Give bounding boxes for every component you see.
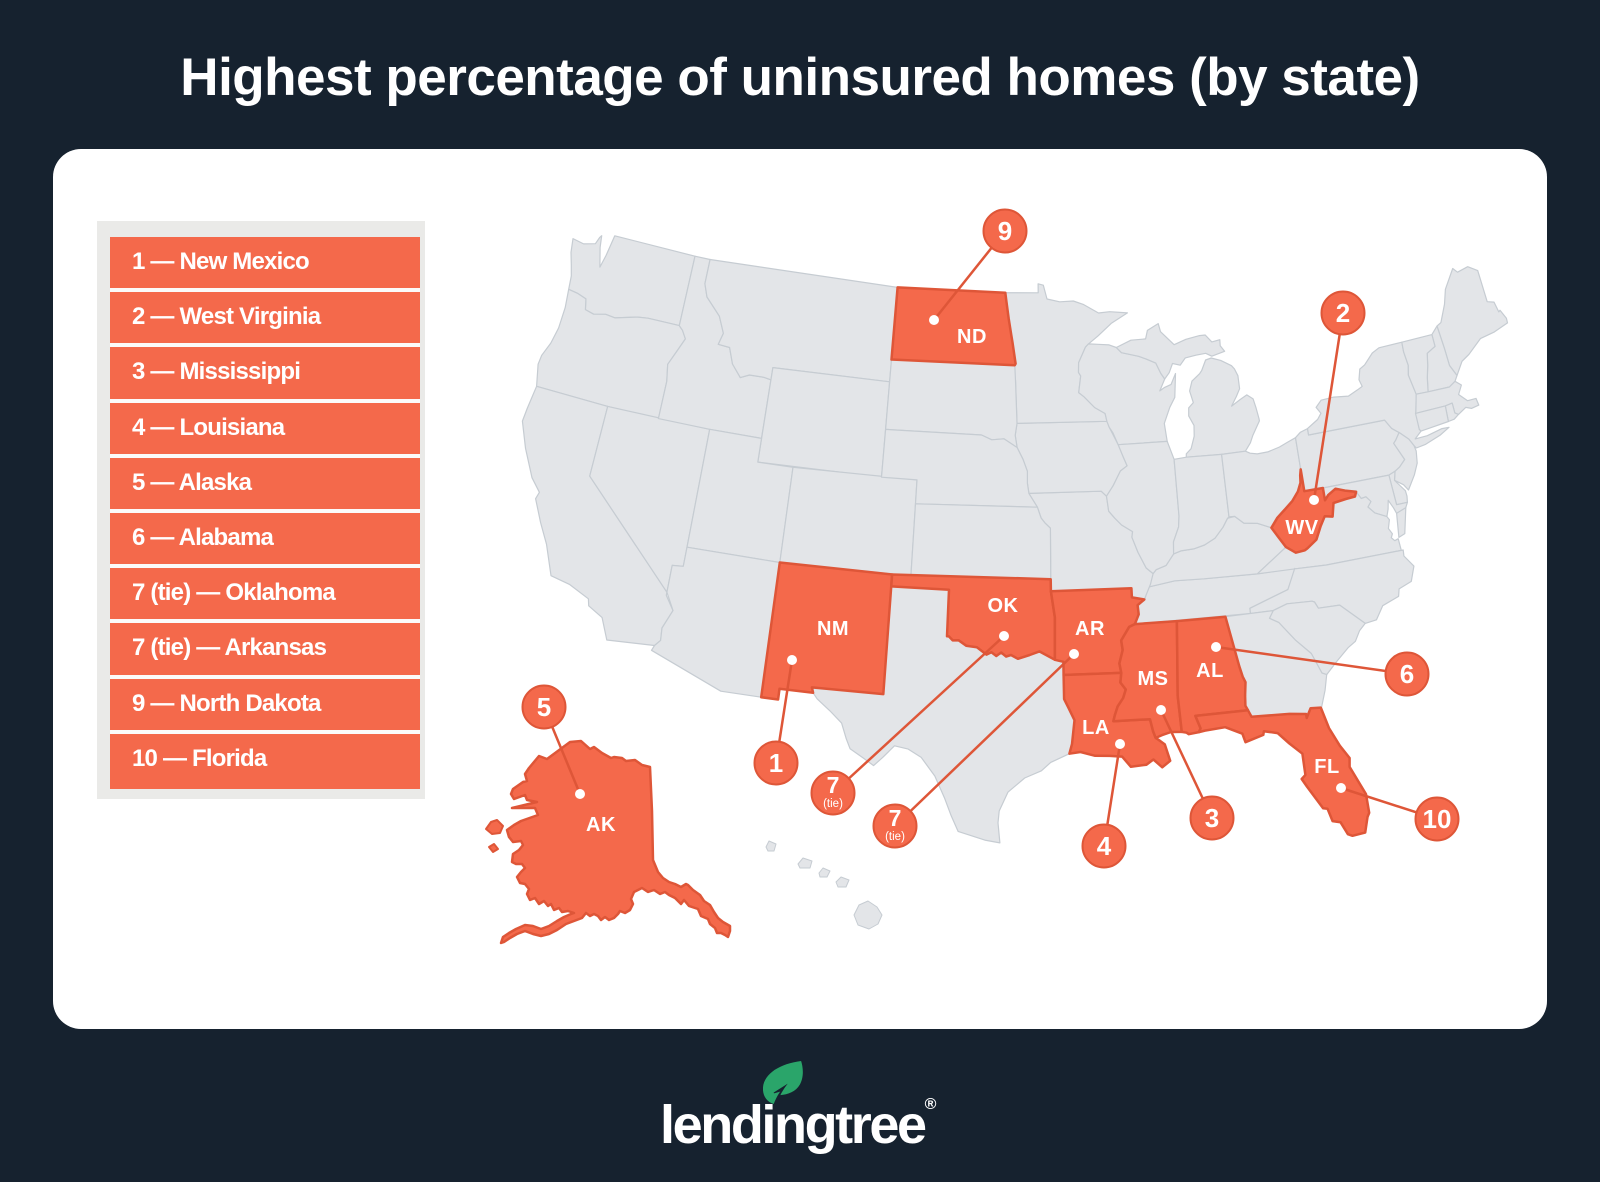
svg-text:OK: OK xyxy=(988,595,1019,617)
svg-text:AL: AL xyxy=(1196,660,1224,682)
svg-text:(tie): (tie) xyxy=(823,798,843,810)
svg-text:2: 2 xyxy=(1336,298,1350,328)
svg-text:1: 1 xyxy=(769,748,783,778)
svg-text:FL: FL xyxy=(1314,756,1339,778)
svg-text:3: 3 xyxy=(1205,803,1219,833)
svg-text:7: 7 xyxy=(889,805,902,831)
svg-text:MS: MS xyxy=(1138,668,1169,690)
svg-text:ND: ND xyxy=(957,326,987,348)
svg-text:7: 7 xyxy=(827,772,840,798)
svg-text:(tie): (tie) xyxy=(885,831,905,843)
svg-text:10: 10 xyxy=(1423,804,1452,834)
svg-text:4: 4 xyxy=(1097,831,1112,861)
svg-text:5: 5 xyxy=(537,692,551,722)
svg-text:AR: AR xyxy=(1075,618,1105,640)
svg-text:NM: NM xyxy=(817,618,849,640)
svg-text:WV: WV xyxy=(1285,517,1318,539)
svg-text:LA: LA xyxy=(1082,717,1110,739)
svg-text:AK: AK xyxy=(586,814,616,836)
svg-text:9: 9 xyxy=(998,216,1012,246)
svg-text:6: 6 xyxy=(1400,659,1414,689)
